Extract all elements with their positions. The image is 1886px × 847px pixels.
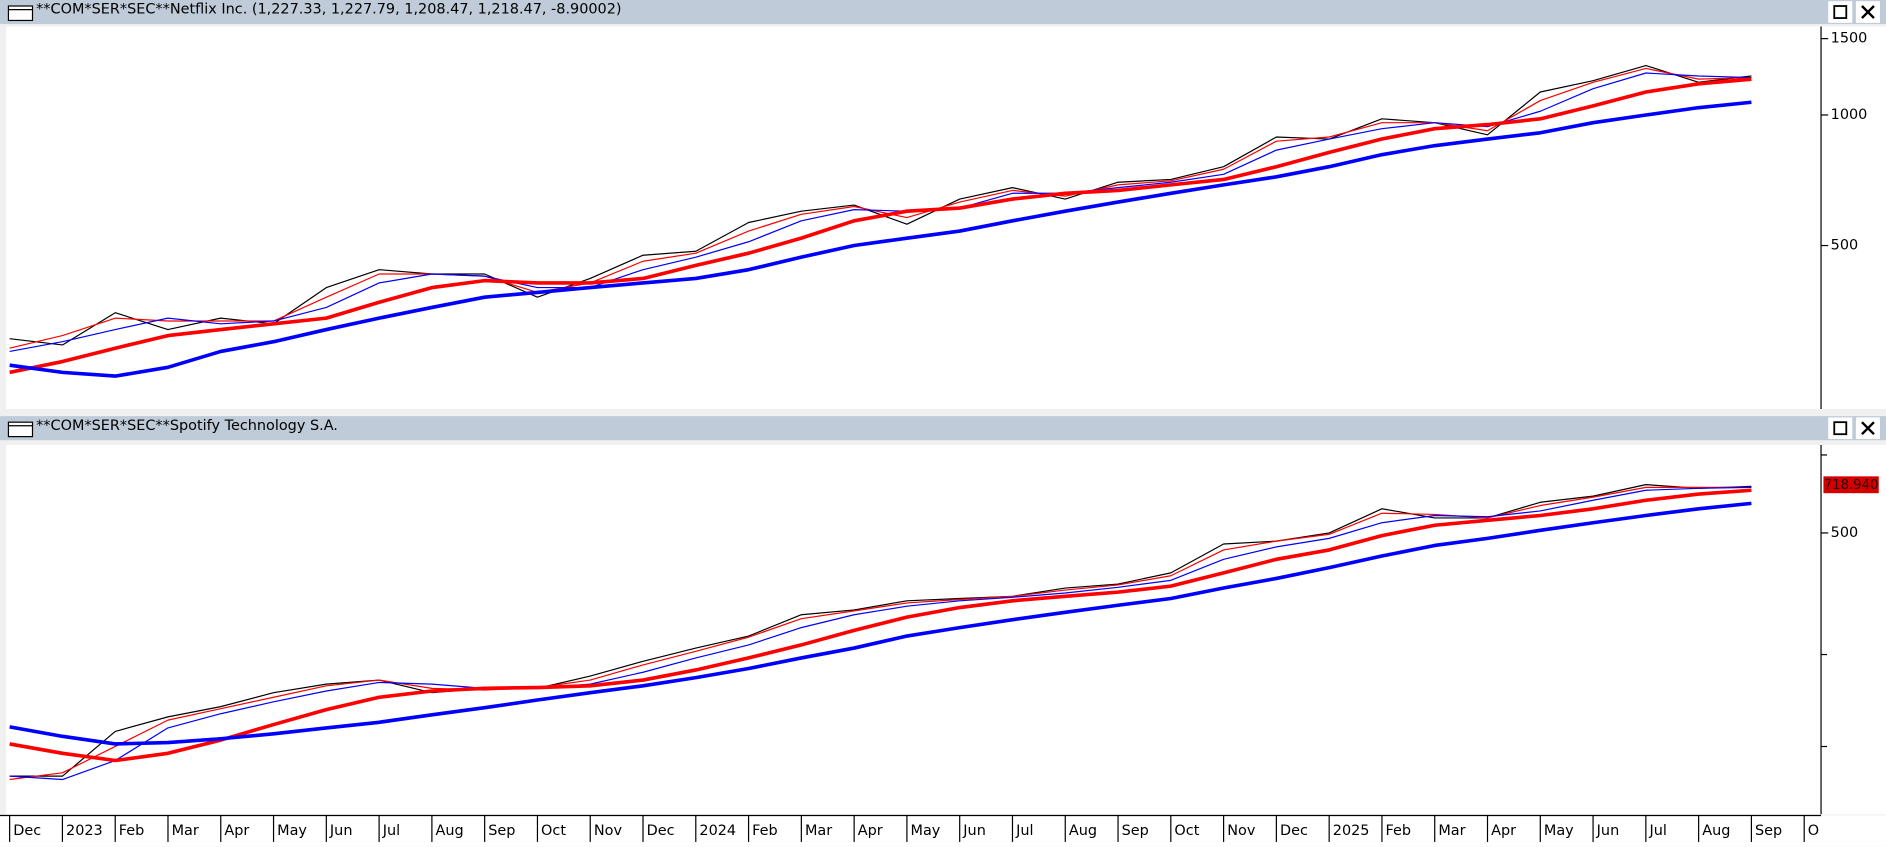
window-icon — [7, 5, 34, 22]
x-tick-label: Apr — [858, 823, 883, 839]
price-line — [9, 100, 1752, 378]
x-tick-label: 2023 — [66, 823, 103, 839]
x-tick-label: Sep — [1122, 823, 1149, 839]
x-tick-label: Feb — [752, 823, 778, 839]
chart-title: **COM*SER*SEC**Netflix Inc. (1,227.33, 1… — [36, 2, 621, 18]
x-axis-area — [0, 815, 1886, 847]
title-bar — [0, 0, 1886, 25]
x-tick-label: 2025 — [1333, 823, 1370, 839]
price-line — [9, 488, 1752, 763]
x-tick-label: Aug — [1702, 823, 1730, 839]
x-tick-label: Jul — [1648, 823, 1666, 839]
x-tick-label: Mar — [172, 823, 199, 839]
x-tick-label: Oct — [1174, 823, 1199, 839]
y-tick-label: 500 — [1831, 238, 1859, 254]
x-tick-label: Aug — [1069, 823, 1097, 839]
x-tick-label: Jun — [1596, 823, 1620, 839]
x-tick-label: O — [1808, 823, 1819, 839]
maximize-button[interactable] — [1828, 1, 1853, 23]
x-tick-label: Oct — [541, 823, 566, 839]
x-tick-label: Jul — [1015, 823, 1033, 839]
price-line — [9, 486, 1752, 781]
price-line — [9, 501, 1752, 746]
x-tick-label: Apr — [224, 823, 249, 839]
x-tick-label: Jun — [962, 823, 986, 839]
price-line — [9, 483, 1752, 777]
x-tick-label: Dec — [1280, 823, 1308, 839]
x-tick-label: Feb — [119, 823, 145, 839]
price-label-box — [1823, 476, 1879, 494]
maximize-button[interactable] — [1828, 417, 1853, 440]
chart-title: **COM*SER*SEC**Spotify Technology S.A. — [36, 418, 338, 434]
plot-area — [6, 26, 1822, 409]
x-tick-label: Dec — [647, 823, 675, 839]
x-tick-label: Sep — [488, 823, 515, 839]
y-tick-label: 1000 — [1831, 107, 1868, 123]
x-tick-label: Mar — [805, 823, 832, 839]
x-tick-label: Jun — [329, 823, 353, 839]
x-tick-label: Aug — [435, 823, 463, 839]
price-line — [9, 77, 1752, 375]
x-tick-label: Mar — [1438, 823, 1465, 839]
y-tick-label: 500 — [1831, 525, 1859, 541]
y-axis-area — [1821, 26, 1886, 409]
x-tick-label: May — [911, 823, 941, 839]
y-tick-label: 1500 — [1831, 31, 1868, 47]
x-tick-label: Nov — [594, 823, 623, 839]
close-button[interactable] — [1855, 1, 1880, 23]
x-tick-label: 2024 — [699, 823, 736, 839]
price-line — [9, 72, 1752, 353]
plot-area — [6, 445, 1822, 815]
x-tick-label: Sep — [1755, 823, 1782, 839]
close-button[interactable] — [1855, 417, 1880, 440]
x-tick-label: Apr — [1491, 823, 1516, 839]
window-icon — [7, 421, 34, 438]
title-bar — [0, 416, 1886, 441]
x-tick-label: Dec — [13, 823, 41, 839]
x-tick-label: May — [277, 823, 307, 839]
x-tick-label: Nov — [1227, 823, 1256, 839]
x-tick-label: Jul — [382, 823, 400, 839]
price-label: 718.940 — [1824, 478, 1879, 493]
x-tick-label: May — [1544, 823, 1574, 839]
y-axis-area — [1821, 445, 1886, 815]
x-tick-label: Feb — [1386, 823, 1412, 839]
